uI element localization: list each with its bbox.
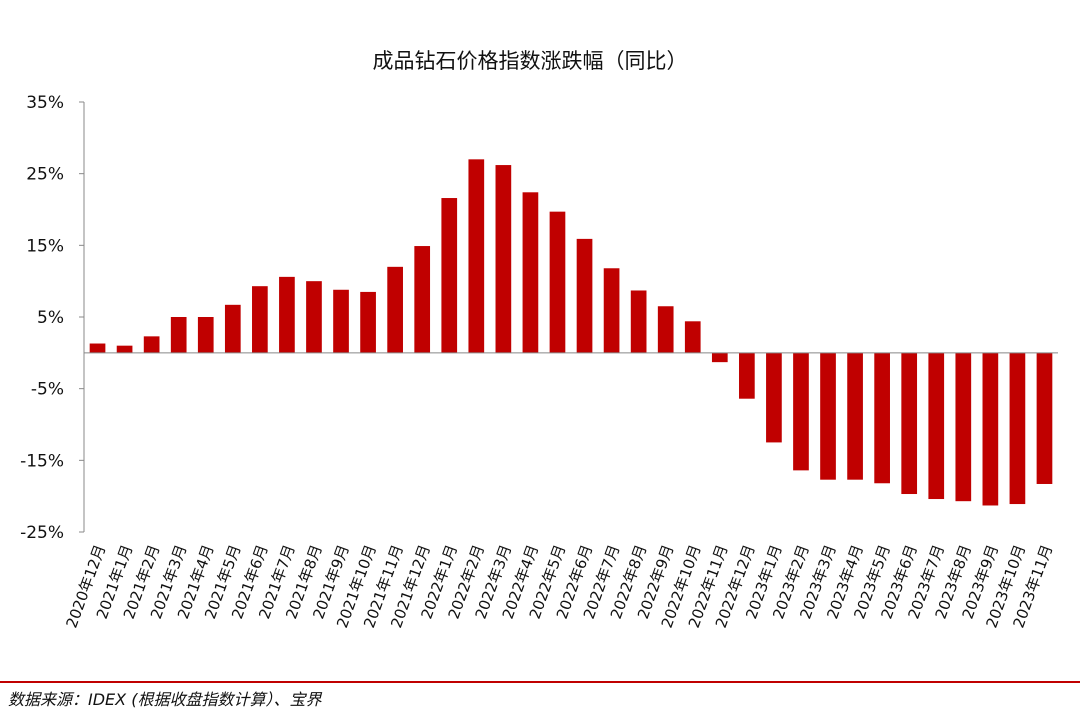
bar [847, 352, 863, 480]
y-tick-label: -15% [20, 451, 64, 471]
bar [793, 352, 809, 471]
bar [333, 289, 349, 353]
bar [1036, 352, 1053, 484]
bar [1009, 352, 1026, 505]
bars [89, 159, 1053, 506]
bar [252, 286, 268, 353]
y-tick-label: 15% [26, 236, 64, 256]
chart: 成品钻石价格指数涨跌幅（同比） 35% 25% 15% 5% -5% -15% -25% 2… [20, 49, 1058, 630]
bar [224, 304, 241, 353]
bar [468, 159, 485, 353]
chart-title: 成品钻石价格指数涨跌幅（同比） [373, 49, 688, 73]
bar [711, 352, 728, 363]
bar [684, 321, 701, 353]
bar [414, 246, 431, 353]
y-tick-label: 35% [26, 93, 64, 113]
x-axis: 2020年12月2021年1月2021年2月2021年3月2021年4月2021… [63, 542, 1057, 630]
bar [820, 352, 836, 480]
bar [279, 276, 295, 353]
bar [522, 192, 539, 353]
bar [955, 352, 972, 502]
bar [495, 165, 512, 353]
bar [549, 211, 566, 353]
bar [739, 352, 755, 399]
bar [441, 198, 458, 353]
source-note: 数据来源：IDEX (根据收盘指数计算）、宝界 [8, 690, 322, 709]
y-axis: 35% 25% 15% 5% -5% -15% -25% [20, 93, 85, 543]
bar [928, 352, 945, 500]
bar [874, 352, 890, 484]
bar [143, 336, 160, 353]
bar [170, 317, 187, 353]
bar [197, 317, 214, 353]
bar [89, 343, 106, 353]
bar [116, 345, 133, 353]
bar [603, 268, 620, 353]
bar [360, 291, 376, 353]
bar [982, 352, 999, 506]
y-tick-label: -5% [31, 380, 64, 400]
bar [306, 281, 322, 353]
bar [387, 266, 403, 353]
y-tick-label: -25% [20, 523, 64, 543]
y-tick-label: 5% [37, 308, 64, 328]
bar [576, 238, 593, 353]
bar [901, 352, 918, 495]
bar [766, 352, 782, 443]
bar [630, 290, 647, 353]
source-divider [0, 681, 1080, 683]
bar [657, 306, 674, 353]
y-tick-label: 25% [26, 165, 64, 185]
